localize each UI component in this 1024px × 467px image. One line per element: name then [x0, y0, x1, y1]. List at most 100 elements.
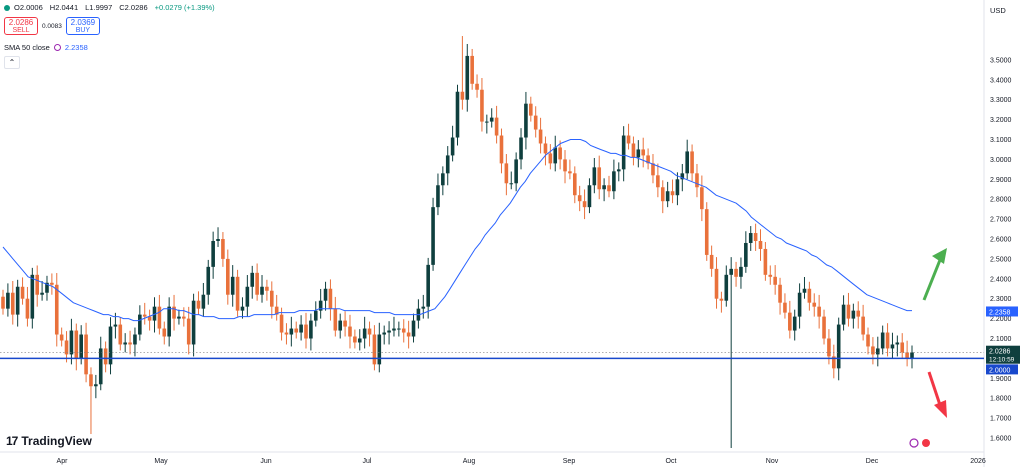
candle-body — [680, 173, 685, 180]
price-tick-label: 2.8000 — [990, 197, 1012, 204]
candle-body — [196, 300, 201, 309]
sma-legend[interactable]: SMA 50 close 2.2358 — [4, 43, 88, 52]
candle-body — [177, 316, 181, 319]
candle-body — [216, 239, 220, 241]
candle-body — [817, 306, 821, 317]
buy-button[interactable]: 2.0369 BUY — [65, 17, 100, 35]
high-value: H2.0441 — [49, 3, 79, 12]
candle-body — [343, 320, 347, 327]
candle-body — [318, 300, 323, 311]
sell-price: 2.0286 — [8, 18, 34, 27]
candle-body — [612, 171, 616, 192]
candle-body — [489, 117, 494, 122]
candle-body — [152, 306, 157, 321]
candle-body — [465, 55, 470, 100]
candle-body — [89, 374, 93, 387]
candle-body — [260, 286, 264, 295]
candle-body — [543, 143, 548, 154]
candle-body — [587, 185, 592, 208]
price-tick-label: 3.2000 — [990, 117, 1012, 124]
time-tick-label: Sep — [563, 458, 576, 465]
candle-body — [182, 316, 186, 319]
candle-body — [84, 334, 88, 375]
candle-body — [455, 91, 460, 138]
price-tick-label: 1.9000 — [990, 376, 1012, 383]
candle-body — [470, 55, 474, 84]
candle-body — [636, 149, 641, 158]
candle-body — [734, 268, 738, 277]
sell-button[interactable]: 2.0286 SELL — [4, 17, 38, 35]
price-tick-label: 3.1000 — [990, 137, 1012, 144]
time-tick-label: Nov — [766, 458, 779, 465]
indicator-visibility-icon[interactable] — [53, 44, 61, 51]
candle-body — [797, 292, 802, 317]
candle-body — [357, 338, 362, 343]
candle-body — [460, 91, 465, 100]
candle-body — [514, 159, 518, 184]
candle-body — [294, 328, 299, 333]
candle-body — [250, 272, 255, 287]
candle-body — [841, 304, 846, 325]
candle-body — [235, 276, 240, 311]
candle-body — [1, 296, 5, 309]
price-tick-label: 2.6000 — [990, 237, 1012, 244]
candle-body — [568, 171, 572, 174]
event-icon — [909, 438, 919, 448]
candle-body — [504, 163, 509, 184]
candle-body — [133, 334, 137, 345]
price-tick-label: 3.5000 — [990, 57, 1012, 64]
candle-body — [885, 332, 890, 349]
time-tick-label: Apr — [57, 458, 69, 465]
candle-body — [685, 151, 689, 174]
candle-body — [274, 306, 279, 315]
tradingview-logo: 17 TradingView — [6, 434, 92, 448]
candle-body — [802, 288, 807, 293]
candle-body — [362, 328, 367, 339]
open-value: O2.0006 — [14, 3, 43, 12]
candle-body — [157, 306, 162, 329]
hline-axis-badge — [986, 364, 1018, 375]
candle-body — [74, 330, 79, 359]
spread-value: 0.0083 — [42, 22, 62, 30]
candle-body — [832, 356, 836, 369]
candle-body — [128, 342, 132, 345]
low-value: L1.9997 — [85, 3, 113, 12]
down-arrow-head — [934, 400, 947, 418]
candle-body — [866, 334, 870, 347]
candle-body — [20, 286, 25, 299]
candle-body — [10, 292, 15, 315]
candle-body — [113, 324, 118, 327]
candle-body — [783, 302, 787, 313]
candle-body — [875, 348, 880, 355]
candle-body — [778, 284, 782, 303]
chevron-up-icon[interactable]: ⌃ — [4, 56, 20, 69]
time-tick-label: Dec — [866, 458, 879, 465]
candle-body — [54, 284, 59, 335]
candle-body — [753, 233, 758, 241]
candle-body — [94, 384, 98, 387]
tradingview-logo-icon: 17 — [6, 434, 18, 448]
candle-body — [572, 173, 577, 196]
candle-body — [279, 314, 284, 333]
time-tick-label: Oct — [666, 458, 677, 465]
candle-body — [719, 298, 724, 301]
price-tick-label: 3.0000 — [990, 157, 1012, 164]
candle-body — [895, 342, 900, 345]
candle-body — [577, 195, 582, 202]
close-value: C2.0286 — [119, 3, 148, 12]
candle-body — [338, 320, 343, 331]
candle-body — [147, 316, 152, 321]
price-tick-label: 1.6000 — [990, 436, 1012, 443]
candle-body — [411, 320, 416, 337]
candle-body — [441, 173, 445, 186]
candle-body — [509, 183, 514, 185]
candle-body — [758, 240, 763, 249]
sma-axis-badge — [986, 306, 1018, 317]
candle-body — [690, 151, 694, 174]
candle-body — [558, 147, 562, 160]
down-arrow-shaft — [927, 371, 942, 406]
candle-body — [406, 332, 411, 337]
candle-body — [289, 328, 294, 335]
candle-body — [6, 292, 10, 309]
